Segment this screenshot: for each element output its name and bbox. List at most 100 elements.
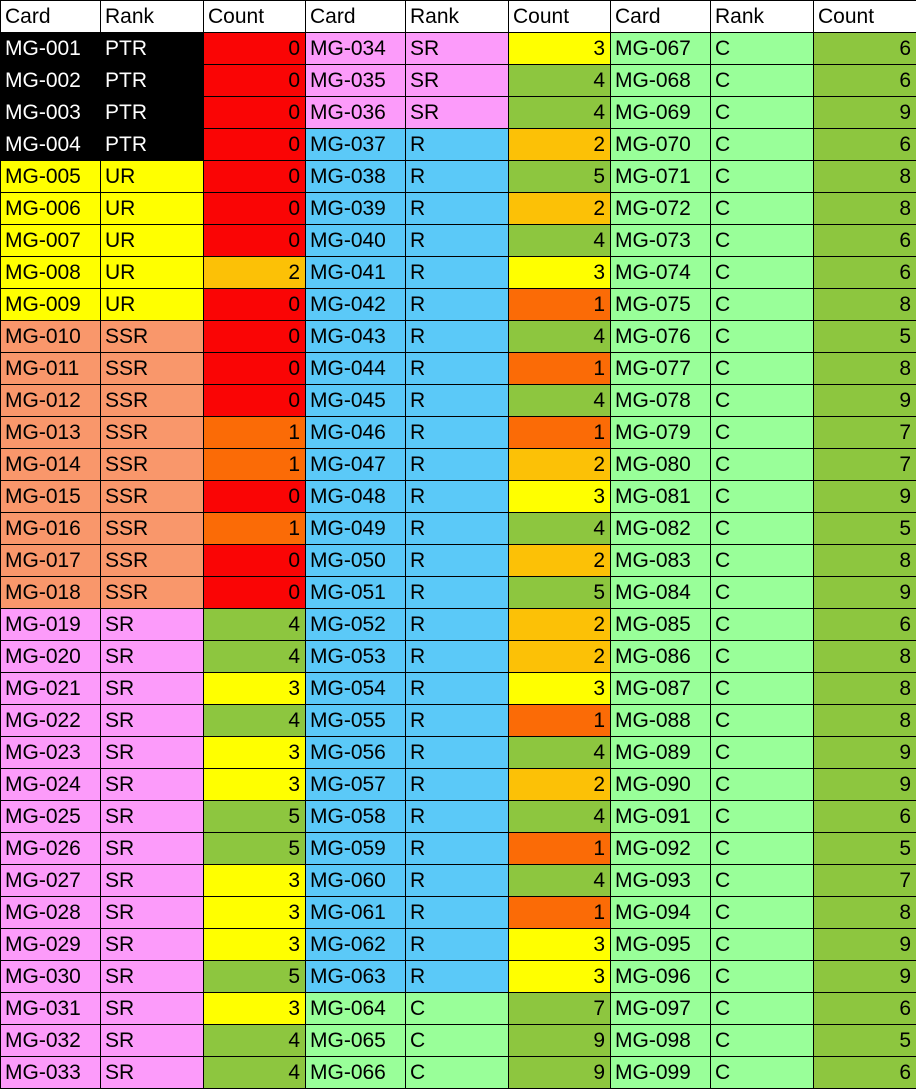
card-cell[interactable]: MG-024 (1, 769, 101, 801)
card-cell[interactable]: MG-007 (1, 225, 101, 257)
count-cell[interactable]: 1 (204, 449, 306, 481)
count-cell[interactable]: 0 (204, 193, 306, 225)
count-cell[interactable]: 3 (204, 769, 306, 801)
rank-cell[interactable]: R (406, 897, 509, 929)
rank-cell[interactable]: C (711, 897, 814, 929)
card-cell[interactable]: MG-002 (1, 65, 101, 97)
rank-cell[interactable]: SSR (101, 321, 204, 353)
count-cell[interactable]: 9 (814, 97, 916, 129)
rank-cell[interactable]: SSR (101, 353, 204, 385)
card-cell[interactable]: MG-083 (611, 545, 711, 577)
card-cell[interactable]: MG-027 (1, 865, 101, 897)
card-cell[interactable]: MG-017 (1, 545, 101, 577)
count-cell[interactable]: 8 (814, 193, 916, 225)
card-cell[interactable]: MG-053 (306, 641, 406, 673)
rank-cell[interactable]: SR (406, 33, 509, 65)
rank-cell[interactable]: R (406, 161, 509, 193)
count-cell[interactable]: 9 (509, 1025, 611, 1057)
rank-cell[interactable]: R (406, 673, 509, 705)
card-cell[interactable]: MG-076 (611, 321, 711, 353)
count-cell[interactable]: 8 (814, 353, 916, 385)
rank-cell[interactable]: R (406, 225, 509, 257)
card-cell[interactable]: MG-094 (611, 897, 711, 929)
card-cell[interactable]: MG-022 (1, 705, 101, 737)
count-cell[interactable]: 5 (204, 961, 306, 993)
card-cell[interactable]: MG-038 (306, 161, 406, 193)
rank-cell[interactable]: SSR (101, 417, 204, 449)
rank-cell[interactable]: C (711, 641, 814, 673)
card-cell[interactable]: MG-097 (611, 993, 711, 1025)
card-cell[interactable]: MG-030 (1, 961, 101, 993)
count-cell[interactable]: 2 (509, 129, 611, 161)
count-cell[interactable]: 9 (509, 1057, 611, 1089)
card-header[interactable]: Card (611, 1, 711, 33)
card-cell[interactable]: MG-009 (1, 289, 101, 321)
card-cell[interactable]: MG-086 (611, 641, 711, 673)
rank-header[interactable]: Rank (711, 1, 814, 33)
count-cell[interactable]: 0 (204, 65, 306, 97)
rank-cell[interactable]: R (406, 449, 509, 481)
count-cell[interactable]: 0 (204, 33, 306, 65)
count-cell[interactable]: 4 (509, 513, 611, 545)
card-cell[interactable]: MG-078 (611, 385, 711, 417)
card-cell[interactable]: MG-043 (306, 321, 406, 353)
count-cell[interactable]: 6 (814, 993, 916, 1025)
count-cell[interactable]: 7 (814, 865, 916, 897)
rank-cell[interactable]: SR (101, 993, 204, 1025)
rank-cell[interactable]: C (406, 1025, 509, 1057)
rank-cell[interactable]: C (711, 993, 814, 1025)
card-cell[interactable]: MG-093 (611, 865, 711, 897)
card-cell[interactable]: MG-066 (306, 1057, 406, 1089)
count-cell[interactable]: 4 (509, 97, 611, 129)
card-cell[interactable]: MG-090 (611, 769, 711, 801)
card-cell[interactable]: MG-056 (306, 737, 406, 769)
card-cell[interactable]: MG-059 (306, 833, 406, 865)
count-cell[interactable]: 4 (509, 225, 611, 257)
count-cell[interactable]: 6 (814, 129, 916, 161)
rank-cell[interactable]: R (406, 609, 509, 641)
rank-header[interactable]: Rank (101, 1, 204, 33)
card-cell[interactable]: MG-087 (611, 673, 711, 705)
card-cell[interactable]: MG-096 (611, 961, 711, 993)
count-cell[interactable]: 6 (814, 65, 916, 97)
count-cell[interactable]: 5 (814, 833, 916, 865)
count-header[interactable]: Count (814, 1, 916, 33)
card-cell[interactable]: MG-012 (1, 385, 101, 417)
rank-cell[interactable]: C (711, 609, 814, 641)
rank-cell[interactable]: C (711, 1057, 814, 1089)
card-cell[interactable]: MG-047 (306, 449, 406, 481)
card-cell[interactable]: MG-073 (611, 225, 711, 257)
rank-cell[interactable]: R (406, 321, 509, 353)
count-cell[interactable]: 1 (509, 833, 611, 865)
rank-cell[interactable]: PTR (101, 129, 204, 161)
rank-cell[interactable]: SSR (101, 385, 204, 417)
rank-cell[interactable]: C (711, 449, 814, 481)
count-cell[interactable]: 9 (814, 737, 916, 769)
count-cell[interactable]: 4 (204, 1057, 306, 1089)
card-cell[interactable]: MG-020 (1, 641, 101, 673)
count-cell[interactable]: 8 (814, 161, 916, 193)
count-cell[interactable]: 3 (204, 929, 306, 961)
count-header[interactable]: Count (204, 1, 306, 33)
card-cell[interactable]: MG-013 (1, 417, 101, 449)
count-cell[interactable]: 8 (814, 289, 916, 321)
count-cell[interactable]: 7 (814, 417, 916, 449)
count-cell[interactable]: 2 (509, 545, 611, 577)
count-cell[interactable]: 4 (509, 65, 611, 97)
card-cell[interactable]: MG-071 (611, 161, 711, 193)
rank-cell[interactable]: PTR (101, 65, 204, 97)
rank-cell[interactable]: C (711, 961, 814, 993)
count-cell[interactable]: 0 (204, 481, 306, 513)
rank-cell[interactable]: SR (101, 705, 204, 737)
card-cell[interactable]: MG-016 (1, 513, 101, 545)
card-cell[interactable]: MG-088 (611, 705, 711, 737)
rank-cell[interactable]: SR (101, 1025, 204, 1057)
count-cell[interactable]: 5 (509, 577, 611, 609)
count-cell[interactable]: 6 (814, 1057, 916, 1089)
card-cell[interactable]: MG-015 (1, 481, 101, 513)
rank-cell[interactable]: SSR (101, 481, 204, 513)
count-cell[interactable]: 3 (204, 673, 306, 705)
rank-cell[interactable]: R (406, 257, 509, 289)
rank-cell[interactable]: SR (101, 929, 204, 961)
rank-cell[interactable]: C (406, 993, 509, 1025)
